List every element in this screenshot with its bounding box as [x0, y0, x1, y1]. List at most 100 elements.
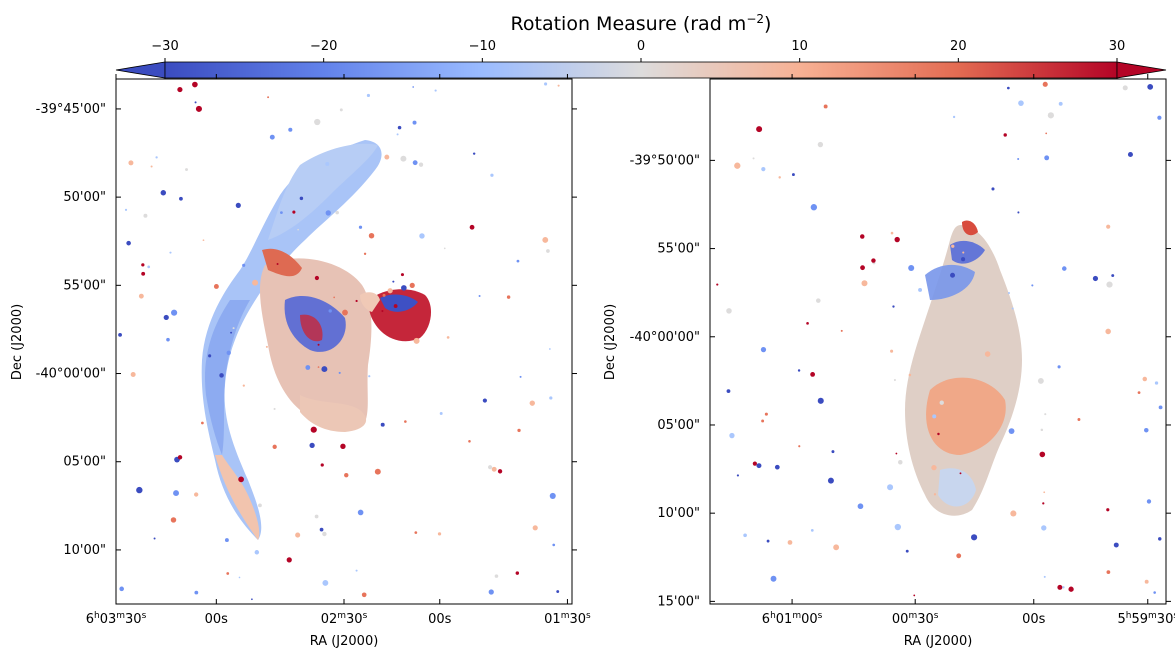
- compact-source: [224, 538, 229, 543]
- compact-source: [252, 279, 259, 286]
- colorbar-tick-label: 20: [950, 39, 967, 54]
- compact-source: [1041, 525, 1047, 531]
- left-arc-tail: [215, 455, 260, 540]
- compact-source: [716, 283, 719, 286]
- compact-source: [778, 176, 781, 179]
- compact-source: [1017, 157, 1020, 161]
- compact-source: [482, 398, 487, 403]
- compact-source: [933, 493, 937, 496]
- y-tick-label: 55'00": [63, 278, 106, 293]
- compact-source: [1043, 575, 1046, 578]
- compact-source: [177, 86, 183, 93]
- y-tick-label: 10'00": [657, 506, 700, 521]
- compact-source: [338, 371, 341, 375]
- compact-source: [831, 450, 835, 454]
- compact-source: [201, 421, 204, 425]
- compact-source: [892, 305, 895, 308]
- compact-source: [418, 162, 424, 167]
- compact-source: [344, 472, 349, 478]
- compact-source: [358, 225, 363, 229]
- compact-source: [396, 133, 399, 136]
- compact-source: [155, 156, 158, 159]
- right-compact-sources: [716, 81, 1163, 597]
- compact-source: [894, 523, 902, 531]
- compact-source: [251, 598, 253, 601]
- right-core-blue-upper: [950, 240, 985, 264]
- compact-source: [1106, 570, 1111, 574]
- compact-source: [368, 232, 375, 239]
- compact-source: [833, 544, 840, 551]
- colorbar-title: Rotation Measure (rad m−2): [511, 12, 772, 35]
- colorbar-body: [164, 61, 1118, 79]
- compact-source: [932, 414, 937, 419]
- compact-source: [143, 213, 148, 218]
- compact-source: [827, 477, 834, 484]
- compact-source: [548, 348, 551, 350]
- compact-source: [806, 322, 809, 325]
- compact-source: [339, 108, 343, 112]
- compact-source: [400, 273, 404, 277]
- compact-source: [823, 104, 828, 109]
- compact-source: [959, 472, 962, 475]
- left-x-axis-label: RA (J2000): [310, 634, 379, 649]
- compact-source: [267, 96, 270, 99]
- compact-source: [147, 265, 151, 269]
- compact-source: [160, 190, 167, 196]
- compact-source: [269, 134, 275, 140]
- left-knot-stem: [360, 292, 380, 312]
- compact-source: [1058, 101, 1063, 106]
- compact-source: [328, 309, 332, 313]
- compact-source: [516, 259, 520, 263]
- compact-source: [774, 464, 780, 470]
- compact-source: [937, 432, 940, 436]
- compact-source: [118, 332, 122, 337]
- compact-source: [1146, 499, 1152, 504]
- compact-source: [163, 314, 169, 321]
- compact-source: [437, 532, 442, 536]
- compact-source: [288, 127, 293, 132]
- compact-source: [355, 569, 358, 572]
- compact-source: [272, 444, 277, 449]
- compact-source: [787, 540, 793, 545]
- x-tick-label: 00s: [1022, 612, 1046, 627]
- colorbar-tick-label: 10: [791, 39, 808, 54]
- left-core-red2: [300, 314, 323, 342]
- compact-source: [1039, 451, 1046, 458]
- compact-source: [752, 461, 757, 466]
- compact-source: [166, 337, 170, 342]
- compact-source: [238, 576, 241, 579]
- compact-source: [169, 251, 172, 254]
- compact-source: [320, 463, 324, 467]
- compact-source: [1062, 586, 1065, 589]
- colorbar-tick-label: −10: [469, 39, 496, 54]
- compact-source: [817, 141, 824, 148]
- compact-source: [840, 329, 843, 332]
- compact-source: [797, 369, 801, 372]
- compact-source: [322, 580, 329, 586]
- colorbar-tick-label: 30: [1109, 39, 1126, 54]
- compact-source: [194, 101, 197, 104]
- compact-source: [219, 373, 224, 378]
- compact-source: [890, 231, 894, 235]
- right-core-pale: [938, 468, 976, 507]
- left-panel: -39°45'00" 50'00" 55'00" -40°00'00" 05'00" 10…: [10, 74, 591, 649]
- compact-source: [860, 234, 865, 239]
- compact-source: [956, 553, 962, 559]
- compact-source: [488, 589, 494, 595]
- compact-source: [333, 296, 335, 299]
- compact-source: [939, 400, 944, 405]
- compact-source: [124, 208, 128, 211]
- compact-source: [557, 84, 560, 87]
- compact-source: [439, 412, 443, 415]
- compact-source: [1057, 365, 1061, 369]
- compact-source: [491, 466, 497, 472]
- compact-source: [208, 354, 212, 358]
- compact-source: [871, 258, 876, 263]
- compact-source: [325, 210, 331, 216]
- compact-source: [314, 514, 319, 519]
- compact-source: [170, 517, 177, 523]
- right-core-red-tip: [962, 220, 978, 236]
- compact-source: [756, 126, 763, 133]
- compact-source: [355, 299, 358, 303]
- compact-source: [810, 371, 816, 377]
